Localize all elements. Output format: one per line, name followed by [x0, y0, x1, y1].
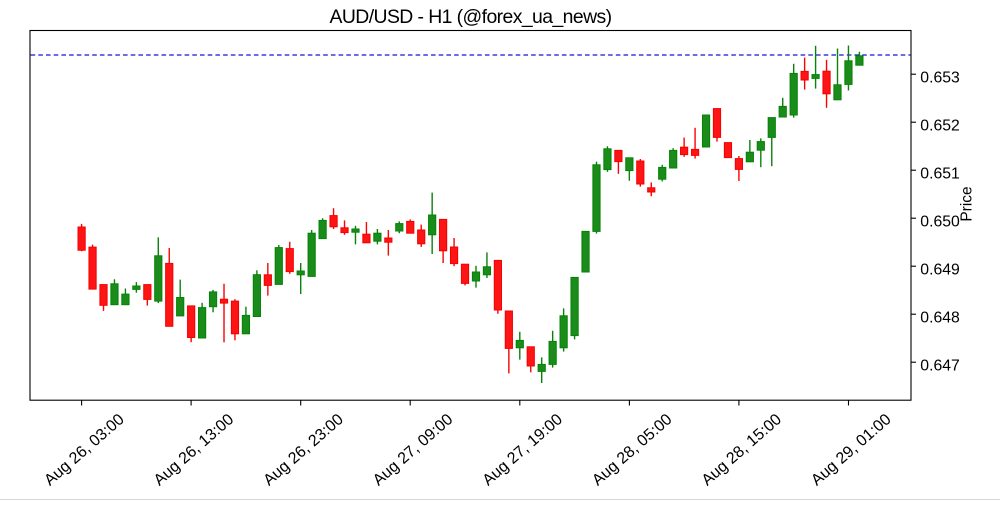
svg-text:0.653: 0.653	[920, 69, 960, 86]
svg-text:0.648: 0.648	[920, 309, 960, 326]
svg-text:AUD/USD - H1 (@forex_ua_news): AUD/USD - H1 (@forex_ua_news)	[330, 6, 612, 28]
svg-text:0.652: 0.652	[920, 117, 960, 134]
svg-text:Price: Price	[959, 186, 976, 221]
svg-text:0.650: 0.650	[920, 213, 960, 230]
svg-text:0.649: 0.649	[920, 261, 960, 278]
svg-text:0.647: 0.647	[920, 357, 960, 374]
svg-text:0.651: 0.651	[920, 165, 960, 182]
